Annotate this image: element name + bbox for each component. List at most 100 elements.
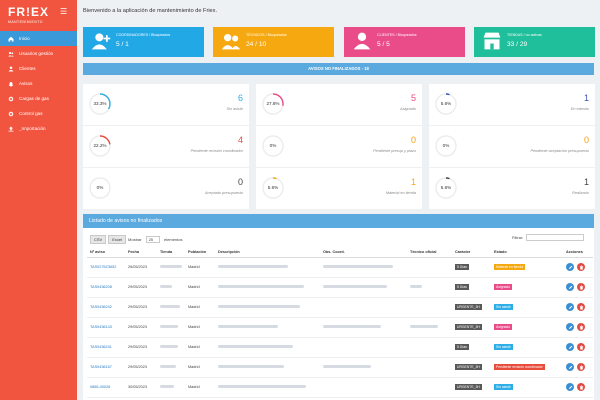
priority-cell: URGENTE_3H	[452, 317, 491, 338]
column-header[interactable]: Tienda	[157, 247, 185, 258]
stat-box: 5.6% 1 En tránsito	[429, 84, 595, 125]
stat-percent: 22.2%	[93, 143, 107, 148]
user-plus-icon	[91, 31, 111, 51]
stat-label: Aceptado presupuesto	[205, 191, 243, 195]
trash-icon[interactable]	[577, 363, 585, 371]
sidebar-item-5[interactable]: Control gas	[0, 106, 77, 121]
trash-icon[interactable]	[577, 283, 585, 291]
trash-icon[interactable]	[577, 263, 585, 271]
page-size-select[interactable]: 25	[145, 236, 161, 243]
sidebar-item-label: Inicio	[19, 36, 30, 41]
table-row[interactable]: TAS0436167 29/05/2023 Madrid URGENTE_3H Pend…	[87, 357, 593, 378]
trash-icon[interactable]	[577, 323, 585, 331]
column-header[interactable]: Obs. Coord.	[320, 247, 407, 258]
coord-notes-cell	[320, 257, 407, 278]
notice-id-link[interactable]: TAS0436143	[87, 317, 125, 338]
column-header[interactable]: Técnico oficial	[407, 247, 452, 258]
progress-ring	[261, 134, 285, 158]
edit-icon[interactable]	[566, 363, 574, 371]
sidebar-item-0[interactable]: Inicio	[0, 31, 77, 46]
stat-box: 27.8% 5 Asignado	[256, 84, 422, 125]
summary-card[interactable]: CLIENTES / Bloqueados 5 / 5	[344, 27, 465, 57]
menu-toggle-icon[interactable]: ☰	[60, 7, 68, 16]
table-row[interactable]: TAS0436143 29/05/2023 Madrid URGENTE_3H Asig…	[87, 317, 593, 338]
notice-id-link[interactable]: TAS0436242	[87, 297, 125, 318]
description-cell	[215, 277, 320, 298]
edit-icon[interactable]	[566, 283, 574, 291]
priority-badge: URGENTE_3H	[455, 364, 482, 370]
stat-percent: 0%	[96, 185, 104, 190]
priority-badge: 5 Días	[455, 264, 469, 270]
summary-card[interactable]: TÉCNICOS / Bloqueados 24 / 10	[213, 27, 334, 57]
column-header[interactable]: Carácter	[452, 247, 491, 258]
card-label: COORDINADORES / Bloqueados	[116, 33, 171, 37]
progress-ring	[434, 134, 458, 158]
csv-button[interactable]: CSV	[90, 235, 107, 244]
notice-id-link[interactable]: TAS0436167	[87, 357, 125, 378]
table-row[interactable]: 0866-00026 30/05/2023 Madrid URGENTE_3H Sin …	[87, 377, 593, 398]
actions-cell	[563, 337, 593, 358]
notice-id-link[interactable]: TAS0275Z3652	[87, 257, 125, 278]
priority-cell: 5 Días	[452, 257, 491, 278]
trash-icon[interactable]	[577, 383, 585, 391]
table-header-row: Nº aviso Fecha Tienda Población Descripción O…	[87, 247, 593, 258]
column-header[interactable]: Acciones	[563, 247, 593, 258]
town-cell: Madrid	[185, 297, 215, 318]
technician-cell	[407, 317, 452, 338]
edit-icon[interactable]	[566, 343, 574, 351]
notice-id-link[interactable]: 0866-00026	[87, 377, 125, 398]
priority-badge: 5 Días	[455, 284, 469, 290]
summary-card[interactable]: COORDINADORES / Bloqueados 5 / 1	[83, 27, 204, 57]
edit-icon[interactable]	[566, 323, 574, 331]
main-content: Bienvenido a la aplicación de mantenimie…	[77, 0, 600, 400]
sidebar-item-label: _Importación	[19, 126, 46, 131]
trash-icon[interactable]	[577, 303, 585, 311]
brand-logo[interactable]: FR!EX MANTENIMIENTO ☰	[0, 0, 77, 31]
trash-icon[interactable]	[577, 343, 585, 351]
table-row[interactable]: TAS0436208 29/05/2023 Madrid 5 Días Asignado	[87, 277, 593, 298]
summary-card[interactable]: TIENDAS / no activas 33 / 29	[474, 27, 595, 57]
user-icon	[352, 31, 372, 51]
stat-box: 0% 0 Pendiente aceptación presupuesto	[429, 126, 595, 167]
edit-icon[interactable]	[566, 263, 574, 271]
column-header[interactable]: Estado	[491, 247, 563, 258]
home-icon	[8, 36, 14, 42]
notice-id-link[interactable]: TAS0436241	[87, 337, 125, 358]
notice-id-link[interactable]: TAS0436208	[87, 277, 125, 298]
sidebar-item-4[interactable]: Cargas de gas	[0, 91, 77, 106]
sidebar-item-6[interactable]: _Importación	[0, 121, 77, 136]
column-header[interactable]: Fecha	[125, 247, 157, 258]
store-cell	[157, 297, 185, 318]
stat-box: 33.3% 6 Sin asistir	[83, 84, 249, 125]
list-title: Listado de avisos no finalizados	[83, 214, 594, 228]
coord-notes-cell	[320, 317, 407, 338]
brand-subtitle: MANTENIMIENTO	[8, 20, 43, 24]
edit-icon[interactable]	[566, 383, 574, 391]
edit-icon[interactable]	[566, 303, 574, 311]
sidebar-item-label: Cargas de gas	[19, 96, 49, 101]
store-cell	[157, 257, 185, 278]
sidebar-item-1[interactable]: Usuarios gestión	[0, 46, 77, 61]
state-badge: Sin asistir	[494, 384, 513, 390]
excel-button[interactable]: Excel	[108, 235, 127, 244]
column-header[interactable]: Descripción	[215, 247, 320, 258]
gear-icon	[8, 111, 14, 117]
description-cell	[215, 297, 320, 318]
stat-percent: 0%	[269, 143, 277, 148]
table-row[interactable]: TAS0436242 29/05/2023 Madrid URGENTE_3H Sin …	[87, 297, 593, 318]
stat-percent: 33.3%	[93, 101, 107, 106]
table-row[interactable]: TAS0275Z3652 26/05/2023 Madrid 5 Días Materi…	[87, 257, 593, 278]
card-value: 5 / 1	[116, 41, 129, 48]
filter-group: Filtrar:	[512, 234, 585, 241]
column-header[interactable]: Nº aviso	[87, 247, 125, 258]
column-header[interactable]: Población	[185, 247, 215, 258]
sidebar-item-3[interactable]: Avisos	[0, 76, 77, 91]
sidebar-item-2[interactable]: Clientes	[0, 61, 77, 76]
priority-cell: 5 Días	[452, 277, 491, 298]
technician-cell	[407, 277, 452, 298]
filter-input[interactable]	[526, 234, 585, 241]
sidebar-item-label: Usuarios gestión	[19, 51, 54, 56]
table-row[interactable]: TAS0436241 29/05/2023 Madrid 5 Días Sin asis…	[87, 337, 593, 358]
stat-box: 0% 0 Pendiente presup y plazo	[256, 126, 422, 167]
coord-notes-cell	[320, 277, 407, 298]
